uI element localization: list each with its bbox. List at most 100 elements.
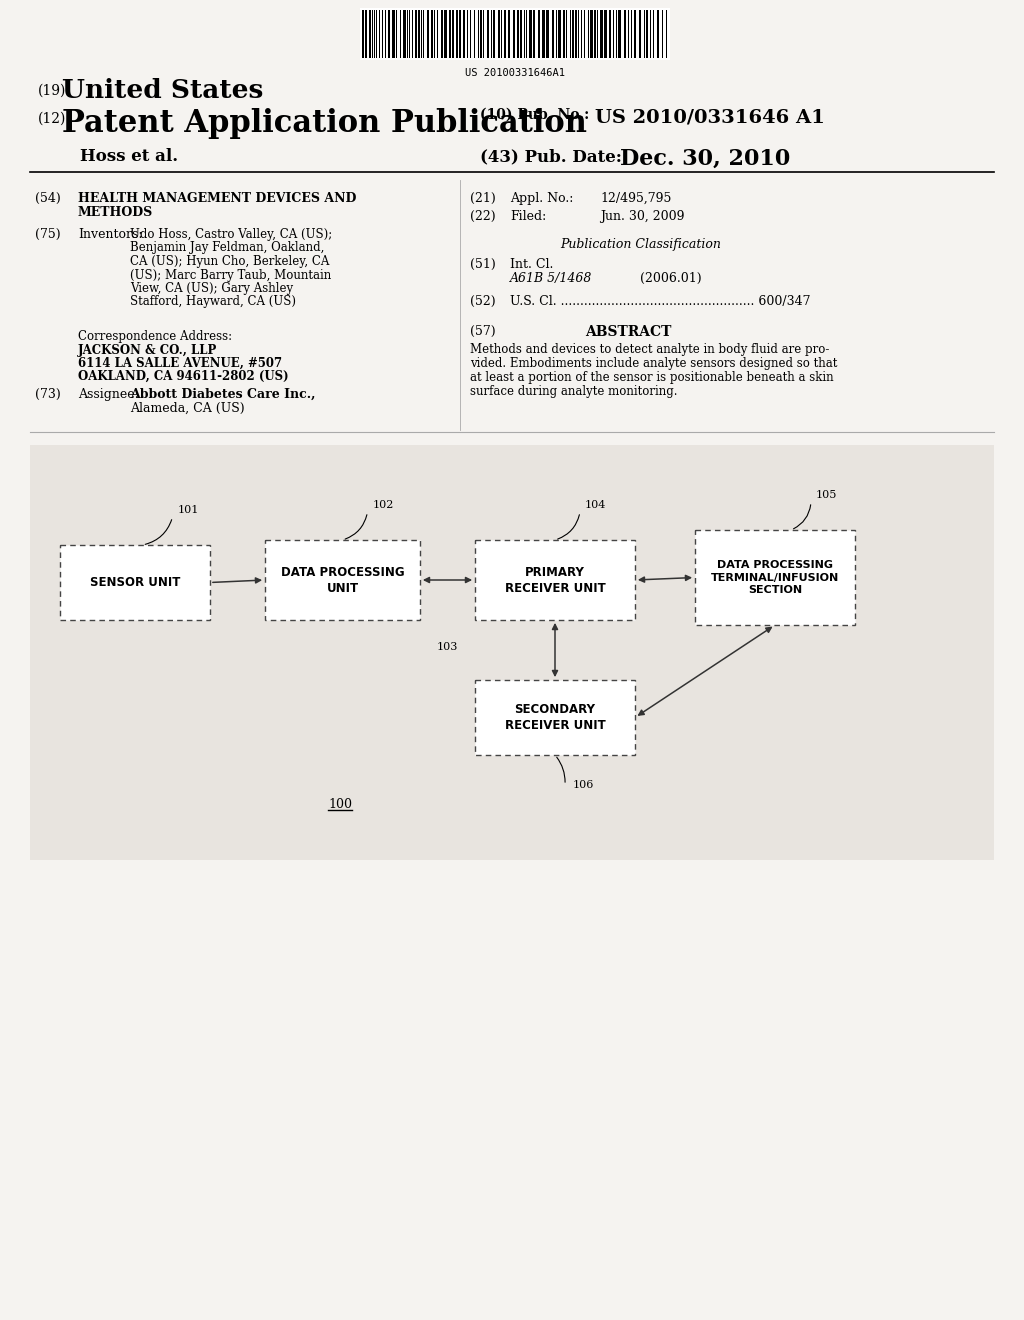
Bar bbox=[415, 11, 417, 58]
Text: 100: 100 bbox=[328, 799, 352, 810]
Text: Inventors:: Inventors: bbox=[78, 228, 142, 242]
Text: 104: 104 bbox=[585, 500, 606, 510]
Text: (US); Marc Barry Taub, Mountain: (US); Marc Barry Taub, Mountain bbox=[130, 268, 331, 281]
Text: Udo Hoss, Castro Valley, CA (US);: Udo Hoss, Castro Valley, CA (US); bbox=[130, 228, 332, 242]
Text: 101: 101 bbox=[177, 506, 199, 515]
Bar bbox=[538, 11, 540, 58]
Text: METHODS: METHODS bbox=[78, 206, 154, 219]
Text: A61B 5/1468: A61B 5/1468 bbox=[510, 272, 592, 285]
Text: 103: 103 bbox=[437, 642, 458, 652]
Text: Int. Cl.: Int. Cl. bbox=[510, 257, 553, 271]
Bar bbox=[365, 11, 367, 58]
Text: Hoss et al.: Hoss et al. bbox=[80, 148, 178, 165]
Bar bbox=[360, 8, 670, 59]
Bar bbox=[646, 11, 648, 58]
Bar bbox=[392, 11, 395, 58]
Bar bbox=[265, 540, 420, 620]
Text: OAKLAND, CA 94611-2802 (US): OAKLAND, CA 94611-2802 (US) bbox=[78, 370, 289, 383]
Text: (73): (73) bbox=[35, 388, 60, 401]
Bar bbox=[60, 545, 210, 620]
Bar bbox=[572, 11, 574, 58]
Bar bbox=[362, 11, 364, 58]
Bar bbox=[634, 11, 636, 58]
Text: ABSTRACT: ABSTRACT bbox=[585, 325, 672, 339]
Text: (75): (75) bbox=[35, 228, 60, 242]
Text: (51): (51) bbox=[470, 257, 496, 271]
Bar bbox=[695, 531, 855, 624]
Text: DATA PROCESSING
UNIT: DATA PROCESSING UNIT bbox=[281, 565, 404, 594]
Bar bbox=[590, 11, 593, 58]
Text: 106: 106 bbox=[573, 780, 594, 789]
Bar bbox=[431, 11, 433, 58]
Bar bbox=[639, 11, 641, 58]
Text: Filed:: Filed: bbox=[510, 210, 546, 223]
Text: (43) Pub. Date:: (43) Pub. Date: bbox=[480, 148, 622, 165]
Bar bbox=[418, 11, 420, 58]
Text: Abbott Diabetes Care Inc.,: Abbott Diabetes Care Inc., bbox=[130, 388, 315, 401]
Text: (22): (22) bbox=[470, 210, 496, 223]
Bar bbox=[529, 11, 532, 58]
Text: Publication Classification: Publication Classification bbox=[560, 238, 721, 251]
Bar bbox=[618, 11, 621, 58]
Bar bbox=[552, 11, 554, 58]
Bar bbox=[563, 11, 565, 58]
Bar bbox=[504, 11, 506, 58]
Text: Stafford, Hayward, CA (US): Stafford, Hayward, CA (US) bbox=[130, 296, 296, 309]
Text: United States: United States bbox=[62, 78, 263, 103]
Bar bbox=[600, 11, 603, 58]
Bar bbox=[475, 540, 635, 620]
Bar bbox=[427, 11, 429, 58]
Bar bbox=[609, 11, 611, 58]
Bar bbox=[449, 11, 451, 58]
Text: 12/495,795: 12/495,795 bbox=[600, 191, 672, 205]
Text: Dec. 30, 2010: Dec. 30, 2010 bbox=[620, 148, 791, 170]
Text: (2006.01): (2006.01) bbox=[640, 272, 701, 285]
Bar bbox=[498, 11, 500, 58]
Text: Methods and devices to detect analyte in body fluid are pro-: Methods and devices to detect analyte in… bbox=[470, 343, 829, 356]
Bar bbox=[546, 11, 549, 58]
Text: DATA PROCESSING
TERMINAL/INFUSION
SECTION: DATA PROCESSING TERMINAL/INFUSION SECTIO… bbox=[711, 560, 839, 595]
Bar bbox=[459, 11, 461, 58]
Text: at least a portion of the sensor is positionable beneath a skin: at least a portion of the sensor is posi… bbox=[470, 371, 834, 384]
Text: Assignee:: Assignee: bbox=[78, 388, 138, 401]
Bar bbox=[558, 11, 561, 58]
Text: Patent Application Publication: Patent Application Publication bbox=[62, 108, 587, 139]
Bar bbox=[452, 11, 454, 58]
Text: 102: 102 bbox=[373, 500, 394, 510]
Bar bbox=[475, 680, 635, 755]
Text: (52): (52) bbox=[470, 294, 496, 308]
Bar bbox=[624, 11, 626, 58]
Text: JACKSON & CO., LLP: JACKSON & CO., LLP bbox=[78, 345, 217, 356]
Bar bbox=[403, 11, 406, 58]
Text: (19): (19) bbox=[38, 84, 67, 98]
Bar bbox=[542, 11, 545, 58]
Bar bbox=[388, 11, 390, 58]
Bar bbox=[480, 11, 482, 58]
Bar bbox=[657, 11, 659, 58]
Text: Alameda, CA (US): Alameda, CA (US) bbox=[130, 403, 245, 414]
Text: View, CA (US); Gary Ashley: View, CA (US); Gary Ashley bbox=[130, 282, 293, 294]
Bar bbox=[513, 11, 515, 58]
Bar bbox=[441, 11, 443, 58]
Text: Appl. No.:: Appl. No.: bbox=[510, 191, 573, 205]
Bar bbox=[444, 11, 447, 58]
Text: PRIMARY
RECEIVER UNIT: PRIMARY RECEIVER UNIT bbox=[505, 565, 605, 594]
Text: SECONDARY
RECEIVER UNIT: SECONDARY RECEIVER UNIT bbox=[505, 704, 605, 733]
Bar bbox=[520, 11, 522, 58]
Bar bbox=[594, 11, 596, 58]
Bar bbox=[604, 11, 607, 58]
Bar bbox=[493, 11, 495, 58]
Text: (54): (54) bbox=[35, 191, 60, 205]
Text: Correspondence Address:: Correspondence Address: bbox=[78, 330, 232, 343]
Bar bbox=[508, 11, 510, 58]
Bar bbox=[456, 11, 458, 58]
Bar bbox=[30, 445, 994, 861]
Text: Benjamin Jay Feldman, Oakland,: Benjamin Jay Feldman, Oakland, bbox=[130, 242, 325, 255]
Text: (57): (57) bbox=[470, 325, 496, 338]
Text: US 2010/0331646 A1: US 2010/0331646 A1 bbox=[595, 108, 825, 125]
Text: 6114 LA SALLE AVENUE, #507: 6114 LA SALLE AVENUE, #507 bbox=[78, 356, 283, 370]
Bar bbox=[463, 11, 465, 58]
Bar bbox=[517, 11, 519, 58]
Bar bbox=[575, 11, 577, 58]
Text: surface during analyte monitoring.: surface during analyte monitoring. bbox=[470, 385, 678, 399]
